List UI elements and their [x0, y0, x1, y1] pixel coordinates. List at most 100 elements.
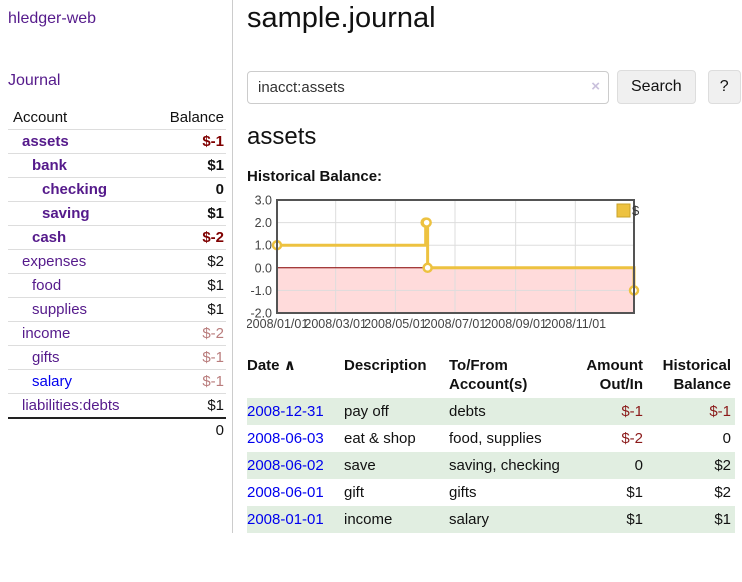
account-balance: $1 [152, 153, 226, 178]
register-row: 2008-06-02 save saving, checking 0 $2 [247, 452, 735, 479]
transaction-amount: $-1 [567, 398, 647, 425]
transaction-description: income [344, 506, 449, 533]
clear-search-icon[interactable]: × [591, 77, 600, 95]
account-row: gifts $-1 [8, 345, 226, 370]
journal-link[interactable]: Journal [8, 72, 61, 89]
account-link-expenses[interactable]: expenses [22, 253, 87, 270]
search-row: × Search ? [247, 70, 742, 104]
account-balance: $2 [152, 249, 226, 274]
transaction-amount: $-2 [621, 430, 643, 447]
main-content: sample.journal × Search ? assets Histori… [233, 0, 742, 533]
accounts-header-balance: Balance [152, 106, 226, 130]
account-row: income $-2 [8, 321, 226, 346]
transaction-date-link[interactable]: 2008-06-02 [247, 457, 324, 474]
account-balance: $1 [152, 393, 226, 419]
transaction-balance: $2 [647, 452, 735, 479]
app-title: hledger-web [0, 8, 232, 28]
account-link-gifts[interactable]: gifts [32, 349, 60, 366]
register-header-row: Date ∧ Description To/From Account(s) Am… [247, 354, 735, 398]
search-button[interactable]: Search [617, 70, 696, 104]
account-balance: $1 [152, 297, 226, 322]
account-balance: $-1 [152, 129, 226, 154]
account-link-saving[interactable]: saving [42, 205, 90, 222]
transaction-date-link[interactable]: 2008-12-31 [247, 403, 324, 420]
sidebar-accounts-table: Account Balance assets $-1 bank $1 checking 0… [8, 106, 226, 442]
account-link-assets[interactable]: assets [22, 133, 69, 150]
register-header-description: Description [344, 357, 427, 374]
sort-asc-icon: ∧ [283, 357, 296, 374]
register-header-date[interactable]: Date ∧ [247, 357, 296, 374]
account-row: cash $-2 [8, 225, 226, 250]
account-link-salary[interactable]: salary [32, 373, 73, 390]
chart-legend-label: $ [632, 203, 640, 218]
account-balance: $-1 [152, 369, 226, 394]
transaction-date-link[interactable]: 2008-06-03 [247, 430, 324, 447]
account-row: supplies $1 [8, 297, 226, 322]
svg-text:-2.0: -2.0 [250, 307, 272, 321]
transaction-amount: $1 [626, 484, 643, 501]
chart-svg: $3.0 2.0 1.0 0.0 -1.0 -2.02008/01/012008/03/0… [246, 194, 640, 332]
transaction-balance: 0 [722, 430, 731, 447]
register-row: 2008-12-31 pay off debts $-1 $-1 [247, 398, 735, 425]
accounts-header-account: Account [8, 106, 153, 130]
accounts-total-row: 0 [8, 417, 226, 442]
svg-text:2008/03/01: 2008/03/01 [304, 317, 367, 331]
svg-text:2008/11/01: 2008/11/01 [544, 317, 606, 331]
account-link-food[interactable]: food [32, 277, 62, 294]
transaction-accounts: food, supplies [449, 430, 542, 447]
register-header-accounts: To/From Account(s) [449, 357, 528, 393]
register-row: 2008-06-03 eat & shop food, supplies $-2 0 [247, 425, 735, 452]
transaction-date-link[interactable]: 2008-01-01 [247, 511, 324, 528]
transaction-description: pay off [344, 398, 449, 425]
transaction-date-link[interactable]: 2008-06-01 [247, 484, 324, 501]
account-link-supplies[interactable]: supplies [32, 301, 88, 318]
account-row: saving $1 [8, 201, 226, 226]
sidebar-accounts-body: assets $-1 bank $1 checking 0 saving $1 cash $-2 e… [8, 129, 226, 419]
help-button[interactable]: ? [707, 70, 741, 104]
svg-text:1.0: 1.0 [255, 239, 272, 253]
register-row: 2008-06-01 gift gifts $1 $2 [247, 479, 735, 506]
accounts-header-row: Account Balance [8, 106, 226, 130]
account-heading: assets [247, 123, 317, 150]
transaction-accounts: gifts [449, 484, 477, 501]
account-link-liabilities-debts[interactable]: liabilities:debts [22, 397, 120, 414]
account-row: bank $1 [8, 153, 226, 178]
transaction-accounts: saving, checking [449, 452, 567, 479]
account-balance: $1 [152, 273, 226, 298]
account-row: expenses $2 [8, 249, 226, 274]
account-balance: $-1 [152, 345, 226, 370]
transaction-description: eat & shop [344, 430, 416, 447]
register-body: 2008-12-31 pay off debts $-1 $-1 2008-06-03 ea… [247, 398, 735, 533]
transaction-accounts: debts [449, 398, 567, 425]
transaction-description: gift [344, 484, 365, 501]
account-balance: $1 [152, 201, 226, 226]
register-header-amount: Amount Out/In [586, 357, 643, 393]
svg-text:2008/01/01: 2008/01/01 [247, 317, 308, 331]
register-header-balance: Historical Balance [662, 357, 731, 393]
transaction-accounts: salary [449, 506, 567, 533]
register-table: Date ∧ Description To/From Account(s) Am… [247, 354, 735, 533]
account-row: assets $-1 [8, 129, 226, 154]
page-title: sample.journal [247, 2, 436, 34]
svg-text:3.0: 3.0 [255, 194, 272, 208]
account-row: salary $-1 [8, 369, 226, 394]
app-title-link[interactable]: hledger-web [8, 10, 97, 27]
account-link-checking[interactable]: checking [42, 181, 108, 198]
account-link-bank[interactable]: bank [32, 157, 68, 174]
account-row: checking 0 [8, 177, 226, 202]
account-link-cash[interactable]: cash [32, 229, 67, 246]
chart-label: Historical Balance: [247, 168, 383, 185]
app-window: hledger-web Journal Account Balance asse… [0, 0, 742, 533]
nav-journal: Journal [0, 28, 232, 90]
historical-balance-chart: $3.0 2.0 1.0 0.0 -1.0 -2.0 2008/01/01 2008/03/0… [246, 194, 742, 340]
search-input[interactable] [247, 70, 609, 104]
account-balance: $-2 [152, 225, 226, 250]
account-balance: $-2 [152, 321, 226, 346]
sidebar: hledger-web Journal Account Balance asse… [0, 0, 233, 533]
account-row: liabilities:debts $1 [8, 393, 226, 419]
transaction-amount: $1 [567, 506, 647, 533]
transaction-balance: $-1 [647, 398, 735, 425]
accounts-total-value: 0 [8, 417, 226, 442]
account-link-income[interactable]: income [22, 325, 71, 342]
svg-text:-1.0: -1.0 [250, 284, 272, 298]
